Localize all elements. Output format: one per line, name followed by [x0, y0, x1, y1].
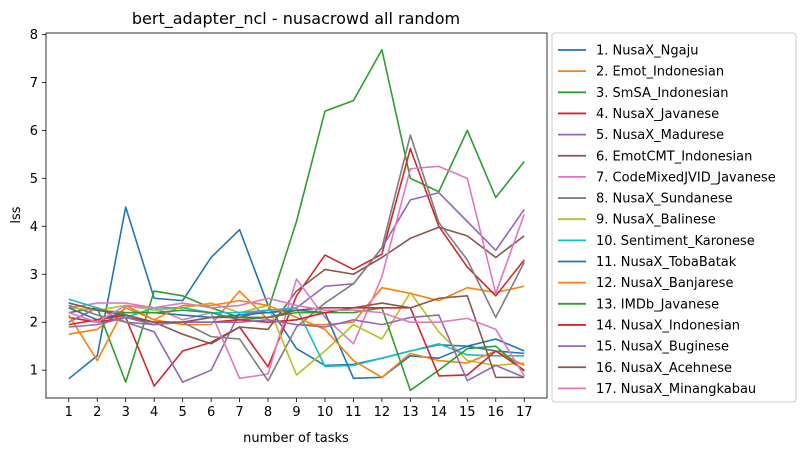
- legend-label: 2. Emot_Indonesian: [596, 65, 724, 80]
- x-tick-label: 7: [235, 405, 243, 420]
- x-tick-label: 6: [207, 405, 215, 420]
- y-tick-label: 2: [30, 316, 38, 331]
- series-line-4: [68, 147, 525, 387]
- series-line-13: [68, 302, 525, 392]
- series-line-3: [68, 48, 525, 383]
- x-tick-label: 17: [516, 405, 533, 420]
- y-tick-label: 6: [30, 124, 38, 139]
- legend-label: 14. NusaX_Indonesian: [596, 318, 740, 333]
- y-axis-label: lss: [9, 206, 24, 223]
- x-tick-label: 9: [292, 405, 300, 420]
- plot-frame: [45, 32, 548, 399]
- series-line-9: [68, 291, 525, 376]
- legend-label: 16. NusaX_Acehnese: [596, 361, 732, 376]
- legend-label: 15. NusaX_Buginese: [596, 340, 729, 355]
- series-line-8: [68, 134, 525, 382]
- series-line-1: [68, 206, 525, 380]
- legend-label: 8. NusaX_Sundanese: [596, 192, 733, 207]
- y-tick-label: 3: [30, 268, 38, 283]
- x-tick-label: 15: [459, 405, 476, 420]
- legend-frame: [551, 32, 797, 403]
- x-tick-label: 5: [178, 405, 186, 420]
- y-axis: 1 2 3 4 5 6 7 8: [30, 28, 46, 379]
- series-line-12: [68, 299, 525, 379]
- x-tick-label: 11: [345, 405, 362, 420]
- x-tick-label: 1: [65, 405, 73, 420]
- x-tick-label: 2: [93, 405, 101, 420]
- plot-lines: [68, 48, 525, 392]
- legend: 1. NusaX_Ngaju 2. Emot_Indonesian 3. SmSA_…: [551, 32, 797, 403]
- x-tick-label: 3: [122, 405, 130, 420]
- legend-label: 10. Sentiment_Karonese: [596, 234, 755, 249]
- y-tick-label: 1: [30, 364, 38, 379]
- legend-label: 17. NusaX_Minangkabau: [596, 382, 756, 397]
- legend-label: 9. NusaX_Balinese: [596, 213, 716, 228]
- legend-label: 11. NusaX_TobaBatak: [596, 255, 737, 270]
- legend-label: 4. NusaX_Javanese: [596, 107, 719, 122]
- x-tick-label: 4: [150, 405, 158, 420]
- legend-label: 1. NusaX_Ngaju: [596, 44, 698, 59]
- legend-label: 3. SmSA_Indonesian: [596, 86, 728, 101]
- legend-label: 5. NusaX_Madurese: [596, 128, 724, 143]
- x-tick-label: 16: [487, 405, 504, 420]
- y-tick-label: 5: [30, 172, 38, 187]
- series-line-17: [68, 297, 525, 377]
- series-line-16: [68, 295, 525, 379]
- x-tick-label: 13: [402, 405, 419, 420]
- y-tick-label: 4: [30, 220, 38, 235]
- legend-label: 7. CodeMixedJVID_Javanese: [596, 170, 776, 185]
- legend-label: 12. NusaX_Banjarese: [596, 276, 733, 291]
- x-axis: 1 2 3 4 5 6 7 8 9 10 11 12 13 14 15 16 17: [65, 398, 533, 420]
- series-line-15: [68, 314, 525, 382]
- chart-title: bert_adapter_ncl - nusacrowd all random: [132, 9, 460, 29]
- x-tick-label: 10: [317, 405, 334, 420]
- legend-label: 6. EmotCMT_Indonesian: [596, 149, 752, 164]
- y-tick-label: 8: [30, 28, 38, 43]
- x-tick-label: 14: [431, 405, 448, 420]
- series-line-10: [68, 298, 525, 368]
- x-tick-label: 12: [374, 405, 391, 420]
- legend-label: 13. IMDb_Javanese: [596, 297, 719, 312]
- x-axis-label: number of tasks: [243, 431, 349, 446]
- x-tick-label: 8: [264, 405, 272, 420]
- y-tick-label: 7: [30, 76, 38, 91]
